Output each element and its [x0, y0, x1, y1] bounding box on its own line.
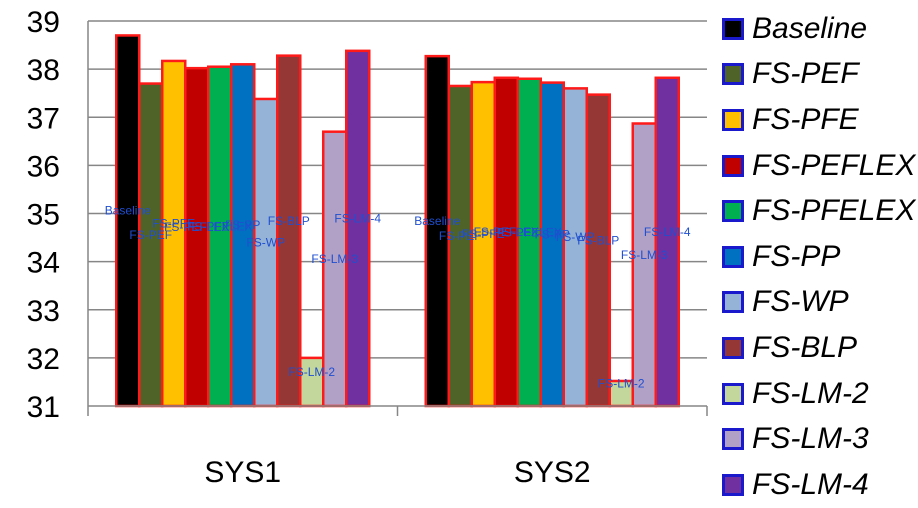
series-data-label: FS-LM-4: [644, 225, 691, 239]
series-data-label: FS-PFELEX: [497, 225, 562, 239]
bar-fs-pfelex-sys1: [207, 65, 233, 408]
series-data-label: FS-PFE: [152, 216, 195, 230]
legend-label: FS-PFE: [752, 102, 859, 136]
y-tick-label: 32: [27, 343, 60, 376]
series-data-label: FS-PFELEX: [187, 219, 252, 233]
series-data-label: FS-LM-4: [334, 211, 381, 225]
legend-label: FS-LM-4: [752, 467, 869, 501]
legend-swatch: [722, 154, 744, 177]
legend-item: Baseline: [722, 6, 918, 52]
legend-label: FS-WP: [752, 285, 849, 319]
x-category-label: SYS2: [514, 456, 591, 489]
legend-item: FS-BLP: [722, 325, 918, 371]
series-data-label: FS-BLP: [577, 233, 619, 247]
bar-fs-pef-sys1: [138, 82, 164, 408]
legend-item: FS-PFE: [722, 97, 918, 143]
bar-fs-pp-sys2: [539, 81, 565, 408]
legend-item: FS-WP: [722, 280, 918, 326]
y-tick-label: 31: [27, 391, 60, 424]
series-data-label: FS-PP: [535, 227, 570, 241]
data-labels: BaselineFS-PEFFS-PFEFS-PEFLEXFS-PFELEXFS…: [105, 204, 691, 391]
legend-label: FS-LM-2: [752, 376, 869, 410]
legend-swatch: [722, 245, 744, 268]
bar-fs-peflex-sys1: [184, 66, 210, 408]
y-tick-label: 37: [27, 102, 60, 135]
legend-label: FS-LM-3: [752, 422, 869, 456]
bar-fs-pef-sys2: [447, 84, 473, 408]
legend-item: FS-PEFLEX: [722, 143, 918, 189]
legend-swatch: [722, 17, 744, 40]
legend-swatch: [722, 63, 744, 86]
y-tick-label: 34: [27, 247, 60, 280]
series-data-label: FS-PFE: [462, 227, 505, 241]
legend-item: FS-PP: [722, 234, 918, 280]
series-data-label: FS-WP: [246, 235, 285, 249]
y-tick-label: 36: [27, 150, 60, 183]
legend-label: FS-PP: [752, 239, 841, 273]
legend-swatch: [722, 473, 744, 496]
series-data-label: FS-PEF: [129, 228, 172, 242]
legend-item: FS-LM-4: [722, 462, 918, 508]
legend-swatch: [722, 200, 744, 223]
x-axis-category-labels: SYS1 SYS2: [204, 456, 590, 489]
series-data-label: FS-PEFLEX: [474, 225, 539, 239]
legend-swatch: [722, 428, 744, 451]
legend-item: FS-PFELEX: [722, 188, 918, 234]
legend-item: FS-LM-3: [722, 416, 918, 462]
legend-label: FS-PEFLEX: [752, 148, 916, 182]
bar-fs-blp-sys1: [276, 54, 302, 408]
legend-label: FS-PFELEX: [752, 194, 916, 228]
bar-fs-pfe-sys2: [470, 80, 496, 408]
legend-label: FS-PEF: [752, 57, 859, 91]
bar-baseline-sys1: [115, 34, 141, 408]
y-axis-tick-labels: 31 32 33 34 35 36 37 38 39: [27, 6, 60, 424]
y-tick-label: 33: [27, 295, 60, 328]
series-data-label: FS-PEFLEX: [164, 220, 229, 234]
bar-fs-lm-4-sys2: [654, 76, 680, 408]
legend-swatch: [722, 108, 744, 131]
x-category-label: SYS1: [204, 456, 281, 489]
legend: Baseline FS-PEF FS-PFE FS-PEFLEX FS-PFELEX FS…: [722, 6, 918, 508]
series-data-label: FS-PP: [225, 218, 260, 232]
bar-fs-lm-4-sys1: [345, 49, 371, 408]
series-data-label: FS-WP: [556, 230, 595, 244]
legend-swatch: [722, 291, 744, 314]
legend-item: FS-LM-2: [722, 371, 918, 417]
bar-fs-wp-sys1: [253, 97, 279, 408]
legend-item: FS-PEF: [722, 52, 918, 98]
legend-label: FS-BLP: [752, 330, 858, 364]
series-data-label: FS-LM-3: [621, 248, 668, 262]
bar-fs-peflex-sys2: [493, 76, 519, 408]
y-tick-label: 39: [27, 6, 60, 39]
legend-swatch: [722, 336, 744, 359]
series-data-label: FS-BLP: [268, 214, 310, 228]
legend-label: Baseline: [752, 11, 868, 45]
axes: [87, 21, 708, 416]
y-tick-label: 35: [27, 199, 60, 232]
y-tick-label: 38: [27, 54, 60, 87]
series-data-label: FS-LM-3: [311, 252, 358, 266]
series-data-label: FS-LM-2: [598, 376, 645, 390]
series-data-label: FS-PEF: [439, 229, 482, 243]
legend-swatch: [722, 382, 744, 405]
series-data-label: FS-LM-2: [288, 365, 335, 379]
bar-fs-blp-sys2: [585, 93, 611, 408]
series-data-label: Baseline: [414, 214, 460, 228]
bar-fs-pfelex-sys2: [516, 77, 542, 408]
bar-fs-lm-3-sys2: [631, 122, 657, 408]
series-data-label: Baseline: [105, 204, 151, 218]
